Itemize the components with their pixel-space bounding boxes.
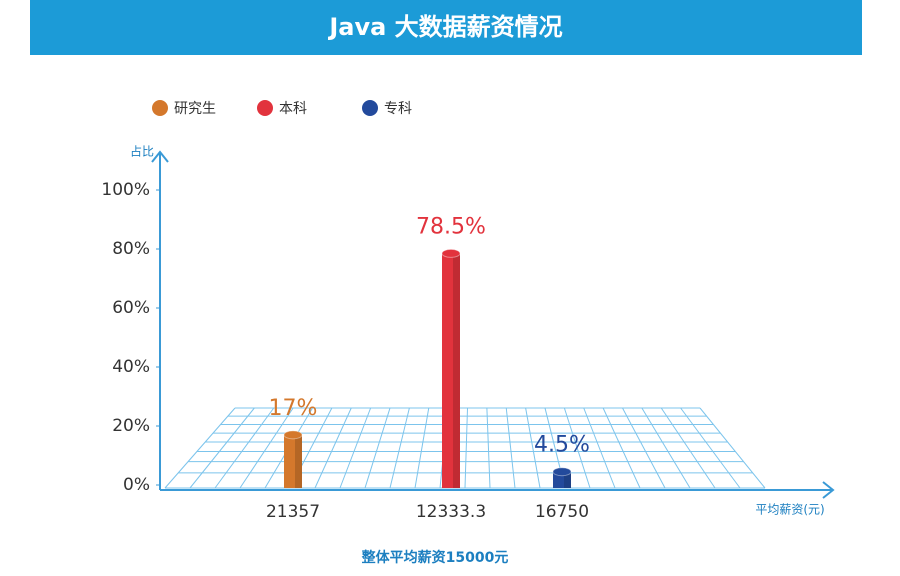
legend-swatch — [257, 100, 273, 116]
bar-shade — [453, 253, 460, 488]
legend-label: 本科 — [279, 101, 307, 117]
bar-shade — [295, 434, 302, 488]
bar-cap — [283, 430, 303, 440]
floor-line — [414, 407, 430, 489]
value-label: 17% — [269, 396, 318, 421]
floor-line — [164, 407, 236, 489]
y-tick-label: 80% — [112, 239, 150, 259]
y-tick-label: 0% — [123, 475, 150, 495]
y-tick-label: 60% — [112, 298, 150, 318]
floor-line — [641, 407, 691, 489]
floor-line — [464, 407, 468, 489]
floor-line — [680, 407, 741, 489]
chart-title: Java 大数据薪资情况 — [327, 13, 562, 41]
legend-label: 研究生 — [174, 101, 216, 117]
floor-line — [214, 407, 275, 489]
x-axis-label: 平均薪资(元) — [755, 503, 824, 517]
floor-line — [602, 407, 641, 489]
floor-line — [583, 407, 616, 489]
y-tick-label: 40% — [112, 357, 150, 377]
y-axis-label: 占比 — [130, 144, 154, 159]
x-tick-label: 16750 — [535, 502, 589, 522]
x-tick-label: 12333.3 — [416, 502, 486, 522]
footnote: 整体平均薪资15000元 — [361, 549, 509, 566]
x-tick-label: 21357 — [266, 502, 320, 522]
floor-line — [505, 407, 516, 489]
bar-cap — [441, 248, 461, 258]
legend-swatch — [152, 100, 168, 116]
value-label: 4.5% — [534, 433, 590, 458]
floor-line — [364, 407, 391, 489]
bar — [553, 471, 571, 488]
floor-line — [239, 407, 294, 489]
floor-line — [189, 407, 255, 489]
y-tick-label: 100% — [101, 180, 150, 200]
floor-grid — [164, 407, 766, 489]
floor-line — [699, 407, 766, 489]
floor-line — [389, 407, 410, 489]
floor-line — [563, 407, 591, 489]
bar-shade — [564, 471, 571, 488]
floor-line — [314, 407, 352, 489]
floor-line — [660, 407, 716, 489]
value-label: 78.5% — [416, 214, 486, 239]
y-axis-arrow — [151, 150, 169, 163]
title-banner — [30, 0, 862, 55]
y-tick-label: 20% — [112, 416, 150, 436]
legend-swatch — [362, 100, 378, 116]
floor-line — [339, 407, 372, 489]
floor-line — [622, 407, 666, 489]
x-axis-arrow — [822, 481, 835, 499]
bar — [442, 253, 460, 488]
bar-cap — [552, 467, 572, 477]
floor-line — [525, 407, 541, 489]
legend-label: 专科 — [384, 101, 412, 117]
floor-line — [486, 407, 491, 489]
bar — [284, 434, 302, 488]
